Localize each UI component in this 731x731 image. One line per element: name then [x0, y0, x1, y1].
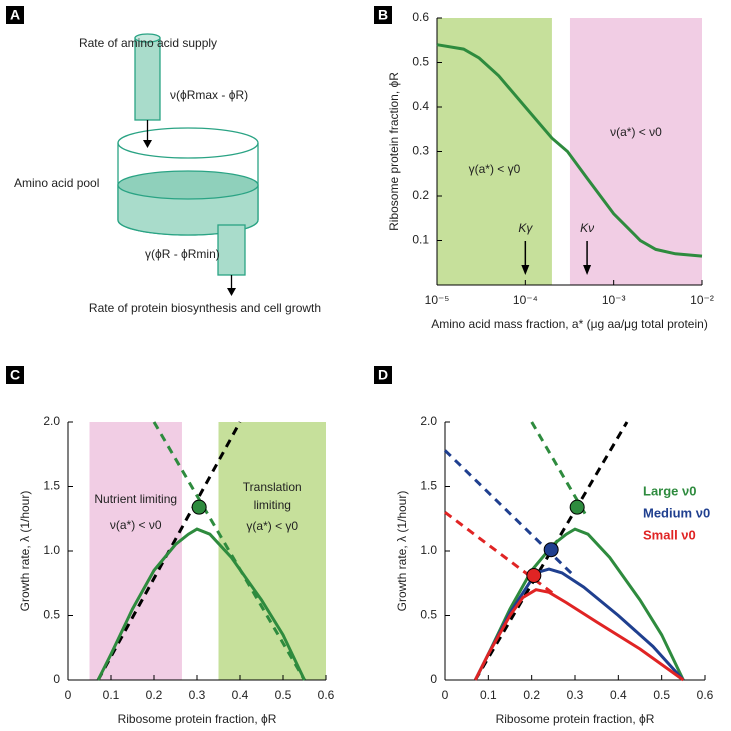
arrowhead [583, 265, 592, 275]
series-line [530, 421, 590, 520]
region [569, 18, 702, 285]
panel-badge [374, 366, 392, 384]
series-line [96, 527, 306, 681]
panel-label: D [378, 367, 388, 383]
y-tick-label: 0.2 [412, 188, 429, 202]
legend-entry: Large ν0 [643, 483, 696, 498]
y-tick-label: 0.3 [412, 144, 429, 158]
arrow-label: Kν [580, 221, 594, 235]
y-tick-label: 2.0 [43, 414, 60, 428]
legend-entry: Medium ν0 [643, 505, 710, 520]
arrow-label: Kγ [518, 221, 533, 235]
outlet-pipe [217, 224, 246, 276]
y-axis-label: Growth rate, λ (1/hour) [395, 491, 409, 612]
arrowhead [227, 288, 236, 296]
panel-badge [374, 6, 392, 24]
y-tick-label: 0 [430, 672, 437, 686]
region-label: limiting [254, 498, 291, 512]
series-line [436, 43, 703, 258]
y-tick-label: 1.5 [420, 479, 437, 493]
x-tick-label: 0.4 [232, 688, 249, 702]
pool-label: Amino acid pool [14, 176, 99, 190]
series-line [473, 527, 685, 681]
supply-formula: ν(ϕRmax - ϕR) [170, 88, 248, 102]
pool-rim [117, 127, 259, 159]
y-tick-label: 2.0 [420, 414, 437, 428]
x-tick-label: 0 [442, 688, 449, 702]
y-axis-label: Ribosome protein fraction, ϕR [387, 72, 401, 231]
x-tick-label: 0.5 [275, 688, 292, 702]
y-tick-label: 0.6 [412, 10, 429, 24]
region-label: ν(a*) < ν0 [610, 125, 662, 139]
y-tick-label: 0.4 [412, 99, 429, 113]
x-tick-label: 0.3 [189, 688, 206, 702]
arrowhead [143, 140, 152, 148]
x-tick-label: 0.3 [567, 688, 584, 702]
x-tick-label: 0.2 [523, 688, 540, 702]
x-axis-label: Ribosome protein fraction, ϕR [496, 712, 655, 726]
region-label: ν(a*) < ν0 [110, 518, 162, 532]
x-axis-label: Amino acid mass fraction, a* (μg aa/μg t… [431, 317, 708, 331]
pipe-top [134, 33, 161, 43]
panel-label: C [10, 367, 20, 383]
region-label: Translation [243, 480, 302, 494]
x-tick-label: 0.1 [103, 688, 120, 702]
region [89, 422, 182, 680]
region [218, 422, 326, 680]
x-tick-label: 10⁻⁵ [425, 293, 450, 307]
y-tick-label: 1.0 [43, 543, 60, 557]
region-label: γ(a*) < γ0 [469, 162, 521, 176]
y-tick-label: 1.5 [43, 479, 60, 493]
panel-label: B [378, 7, 388, 23]
series-line [152, 421, 306, 681]
supply-pipe [134, 37, 161, 121]
x-tick-label: 10⁻² [690, 293, 714, 307]
x-tick-label: 0.2 [146, 688, 163, 702]
pool-surface [117, 170, 259, 200]
y-tick-label: 0 [53, 672, 60, 686]
output-formula: γ(ϕR - ϕRmin) [145, 247, 220, 261]
panel-badge [6, 366, 24, 384]
x-tick-label: 10⁻³ [602, 293, 626, 307]
marker [526, 568, 542, 584]
marker [543, 542, 559, 558]
x-tick-label: 0.5 [653, 688, 670, 702]
panel-label: A [10, 7, 20, 23]
legend-entry: Small ν0 [643, 527, 696, 542]
y-tick-label: 0.5 [420, 608, 437, 622]
y-tick-label: 1.0 [420, 543, 437, 557]
x-tick-label: 0 [65, 688, 72, 702]
series-line [443, 449, 577, 578]
y-tick-label: 0.5 [43, 608, 60, 622]
x-tick-label: 0.6 [697, 688, 714, 702]
arrowhead [521, 265, 530, 275]
x-tick-label: 0.1 [480, 688, 497, 702]
series-line [474, 421, 629, 681]
diagram [117, 33, 259, 296]
series-line [473, 588, 685, 682]
output-label: Rate of protein biosynthesis and cell gr… [89, 301, 321, 315]
region [437, 18, 552, 285]
region-label: γ(a*) < γ0 [246, 519, 298, 533]
marker [191, 499, 207, 515]
y-tick-label: 0.5 [412, 55, 429, 69]
panel-badge [6, 6, 24, 24]
region-label: Nutrient limiting [94, 492, 177, 506]
x-tick-label: 0.4 [610, 688, 627, 702]
x-axis-label: Ribosome protein fraction, ϕR [118, 712, 277, 726]
x-tick-label: 10⁻⁴ [513, 293, 538, 307]
marker [569, 499, 585, 515]
supply-label: Rate of amino acid supply [79, 36, 217, 50]
y-tick-label: 0.1 [412, 233, 429, 247]
y-axis-label: Growth rate, λ (1/hour) [18, 491, 32, 612]
x-tick-label: 0.6 [318, 688, 335, 702]
